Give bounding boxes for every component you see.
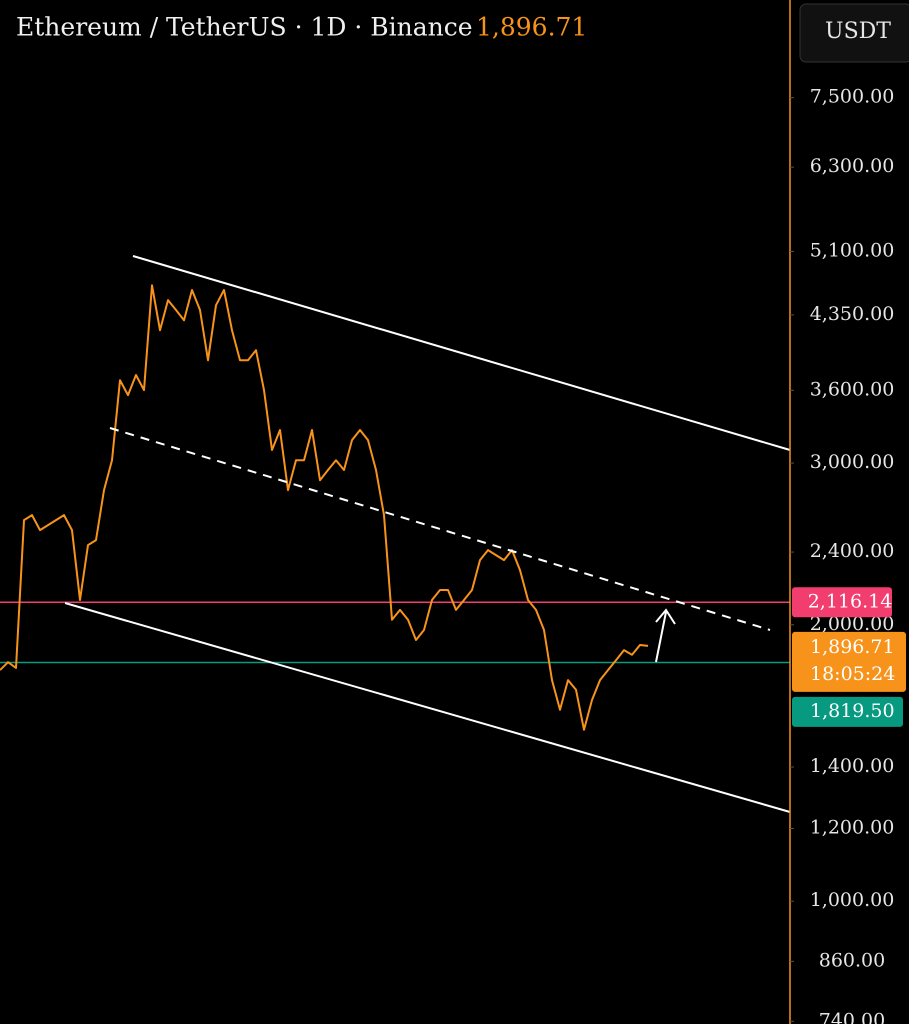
y-tick-label: 6,300.00 xyxy=(810,155,895,177)
chart-title: Ethereum / TetherUS · 1D · Binance xyxy=(16,13,473,42)
mid-line xyxy=(109,427,771,631)
axis-labels: 740.00 860.00 1,000.00 1,200.00 1,400.00 2,00… xyxy=(790,86,894,1024)
last-price-label: 1,896.71 xyxy=(810,636,895,658)
last-price-tag xyxy=(792,631,906,692)
y-tick-label: 1,400.00 xyxy=(810,755,895,777)
price-axis xyxy=(790,0,909,1024)
y-tick-label: 740.00 xyxy=(819,1009,885,1024)
y-tick-label: 5,100.00 xyxy=(810,239,895,261)
price-tag xyxy=(792,587,892,618)
price-tag-label: 1,819.50 xyxy=(810,700,895,722)
y-tick-label: 1,000.00 xyxy=(810,889,895,911)
y-tick-label: 1,200.00 xyxy=(810,816,895,838)
y-tick-label: 2,400.00 xyxy=(810,540,895,562)
price-tags: 2,116.14 1,896.71 18:05:24 1,819.50 xyxy=(792,587,906,727)
price-tag-label: 2,116.14 xyxy=(808,590,893,612)
y-tick-label: 3,600.00 xyxy=(810,378,895,400)
plot-area xyxy=(0,284,790,731)
y-tick-label: 4,350.00 xyxy=(810,303,895,325)
price-line-series xyxy=(0,284,649,731)
y-tick-label: 7,500.00 xyxy=(810,86,895,108)
header-price: 1,896.71 xyxy=(476,13,587,42)
y-tick-label: 2,000.00 xyxy=(810,613,895,635)
arrow xyxy=(655,608,676,663)
y-tick-label: 3,000.00 xyxy=(810,451,895,473)
currency: USDT xyxy=(825,19,891,44)
countdown: 18:05:24 xyxy=(810,663,895,685)
currency-button[interactable] xyxy=(799,3,909,63)
trend-line xyxy=(64,602,791,813)
price-tag xyxy=(792,696,903,727)
trend-line xyxy=(132,255,791,451)
y-tick-label: 860.00 xyxy=(819,949,885,971)
